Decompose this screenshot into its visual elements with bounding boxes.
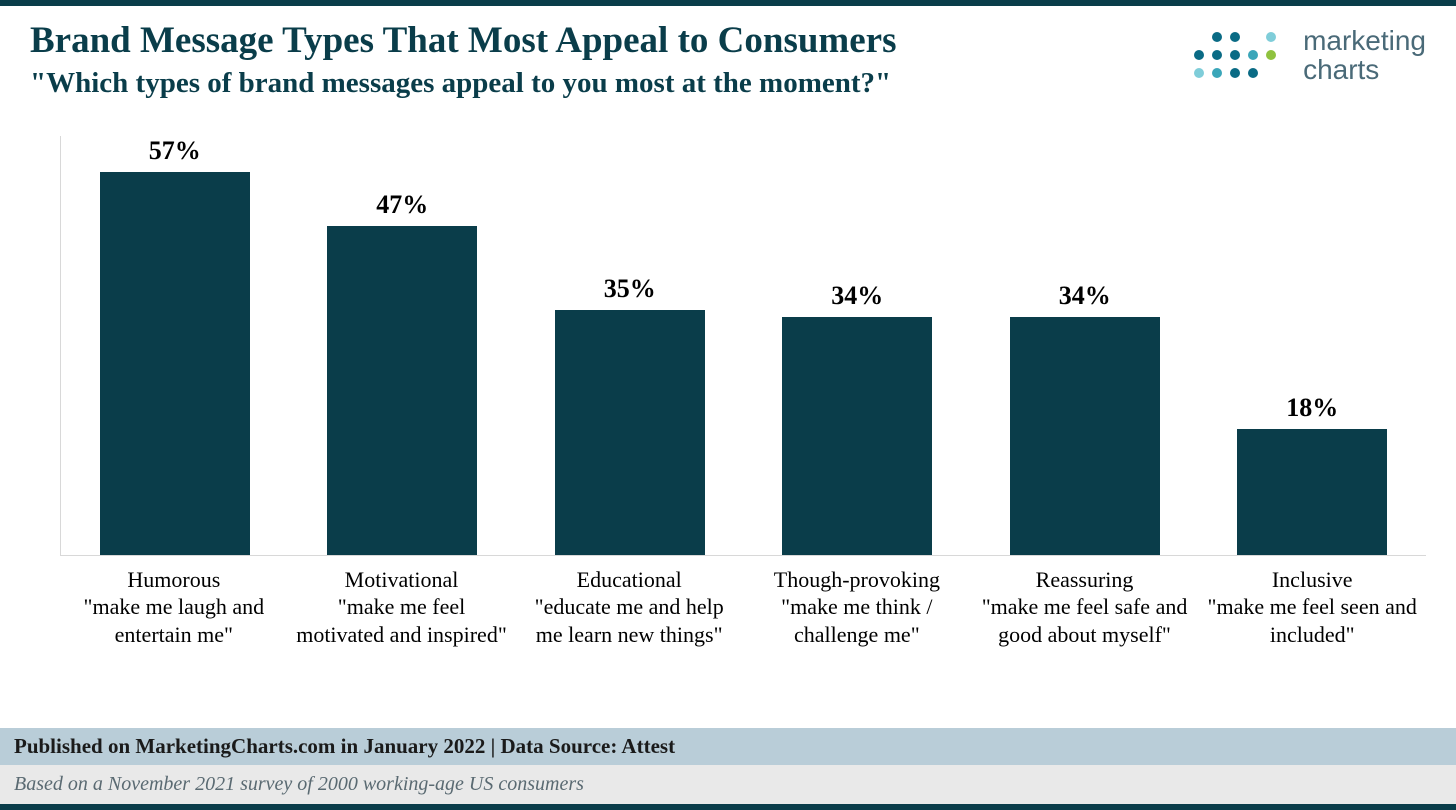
bar — [327, 226, 477, 554]
bar-col: 47% — [289, 136, 517, 555]
chart-subtitle: "Which types of brand messages appeal to… — [30, 67, 1183, 100]
bar-label-title: Humorous — [66, 566, 282, 594]
header: Brand Message Types That Most Appeal to … — [0, 6, 1456, 106]
footer-note: Based on a November 2021 survey of 2000 … — [0, 765, 1456, 804]
logo: marketing charts — [1183, 20, 1426, 85]
bar-col: 34% — [744, 136, 972, 555]
chart-title: Brand Message Types That Most Appeal to … — [30, 20, 1183, 63]
bar — [1010, 317, 1160, 554]
logo-text-line1: marketing — [1303, 26, 1426, 55]
bar-label: Motivational"make me feel motivated and … — [288, 566, 516, 649]
bar-value-label: 34% — [831, 281, 883, 311]
chart-frame: Brand Message Types That Most Appeal to … — [0, 0, 1456, 810]
labels-row: Humorous"make me laugh and entertain me"… — [60, 556, 1426, 649]
bar-label-desc: "make me feel safe and good about myself… — [977, 593, 1193, 648]
bar-value-label: 57% — [149, 136, 201, 166]
bar — [100, 172, 250, 555]
bars-row: 57% 47% 35% 34% 34% 18% — [60, 136, 1426, 556]
bar-value-label: 35% — [604, 274, 656, 304]
bar-label-desc: "make me laugh and entertain me" — [66, 593, 282, 648]
bar-label: Though-provoking"make me think / challen… — [743, 566, 971, 649]
bar-label-desc: "make me feel seen and included" — [1204, 593, 1420, 648]
bar-value-label: 47% — [376, 190, 428, 220]
bar — [782, 317, 932, 554]
footer-published: Published on MarketingCharts.com in Janu… — [0, 728, 1456, 765]
bar-col: 34% — [971, 136, 1199, 555]
bar-col: 18% — [1199, 136, 1427, 555]
bar-label-title: Though-provoking — [749, 566, 965, 594]
chart-area: 57% 47% 35% 34% 34% 18% Humorous"make me laug… — [0, 106, 1456, 728]
bar-label-desc: "educate me and help me learn new things… — [521, 593, 737, 648]
bar-label: Reassuring"make me feel safe and good ab… — [971, 566, 1199, 649]
logo-dots-icon — [1183, 27, 1293, 83]
bar-value-label: 18% — [1286, 393, 1338, 423]
footer: Published on MarketingCharts.com in Janu… — [0, 728, 1456, 804]
bar-col: 57% — [61, 136, 289, 555]
bar-label-title: Reassuring — [977, 566, 1193, 594]
bar-label: Inclusive"make me feel seen and included… — [1198, 566, 1426, 649]
logo-text: marketing charts — [1303, 26, 1426, 85]
logo-text-line2: charts — [1303, 55, 1426, 84]
bar-label-desc: "make me feel motivated and inspired" — [294, 593, 510, 648]
bar-col: 35% — [516, 136, 744, 555]
bar-label: Educational"educate me and help me learn… — [515, 566, 743, 649]
header-text: Brand Message Types That Most Appeal to … — [30, 20, 1183, 100]
bar-label-title: Educational — [521, 566, 737, 594]
bar — [555, 310, 705, 554]
bar — [1237, 429, 1387, 555]
bar-label-title: Motivational — [294, 566, 510, 594]
bar-value-label: 34% — [1059, 281, 1111, 311]
bar-label: Humorous"make me laugh and entertain me" — [60, 566, 288, 649]
bar-label-desc: "make me think / challenge me" — [749, 593, 965, 648]
bar-label-title: Inclusive — [1204, 566, 1420, 594]
